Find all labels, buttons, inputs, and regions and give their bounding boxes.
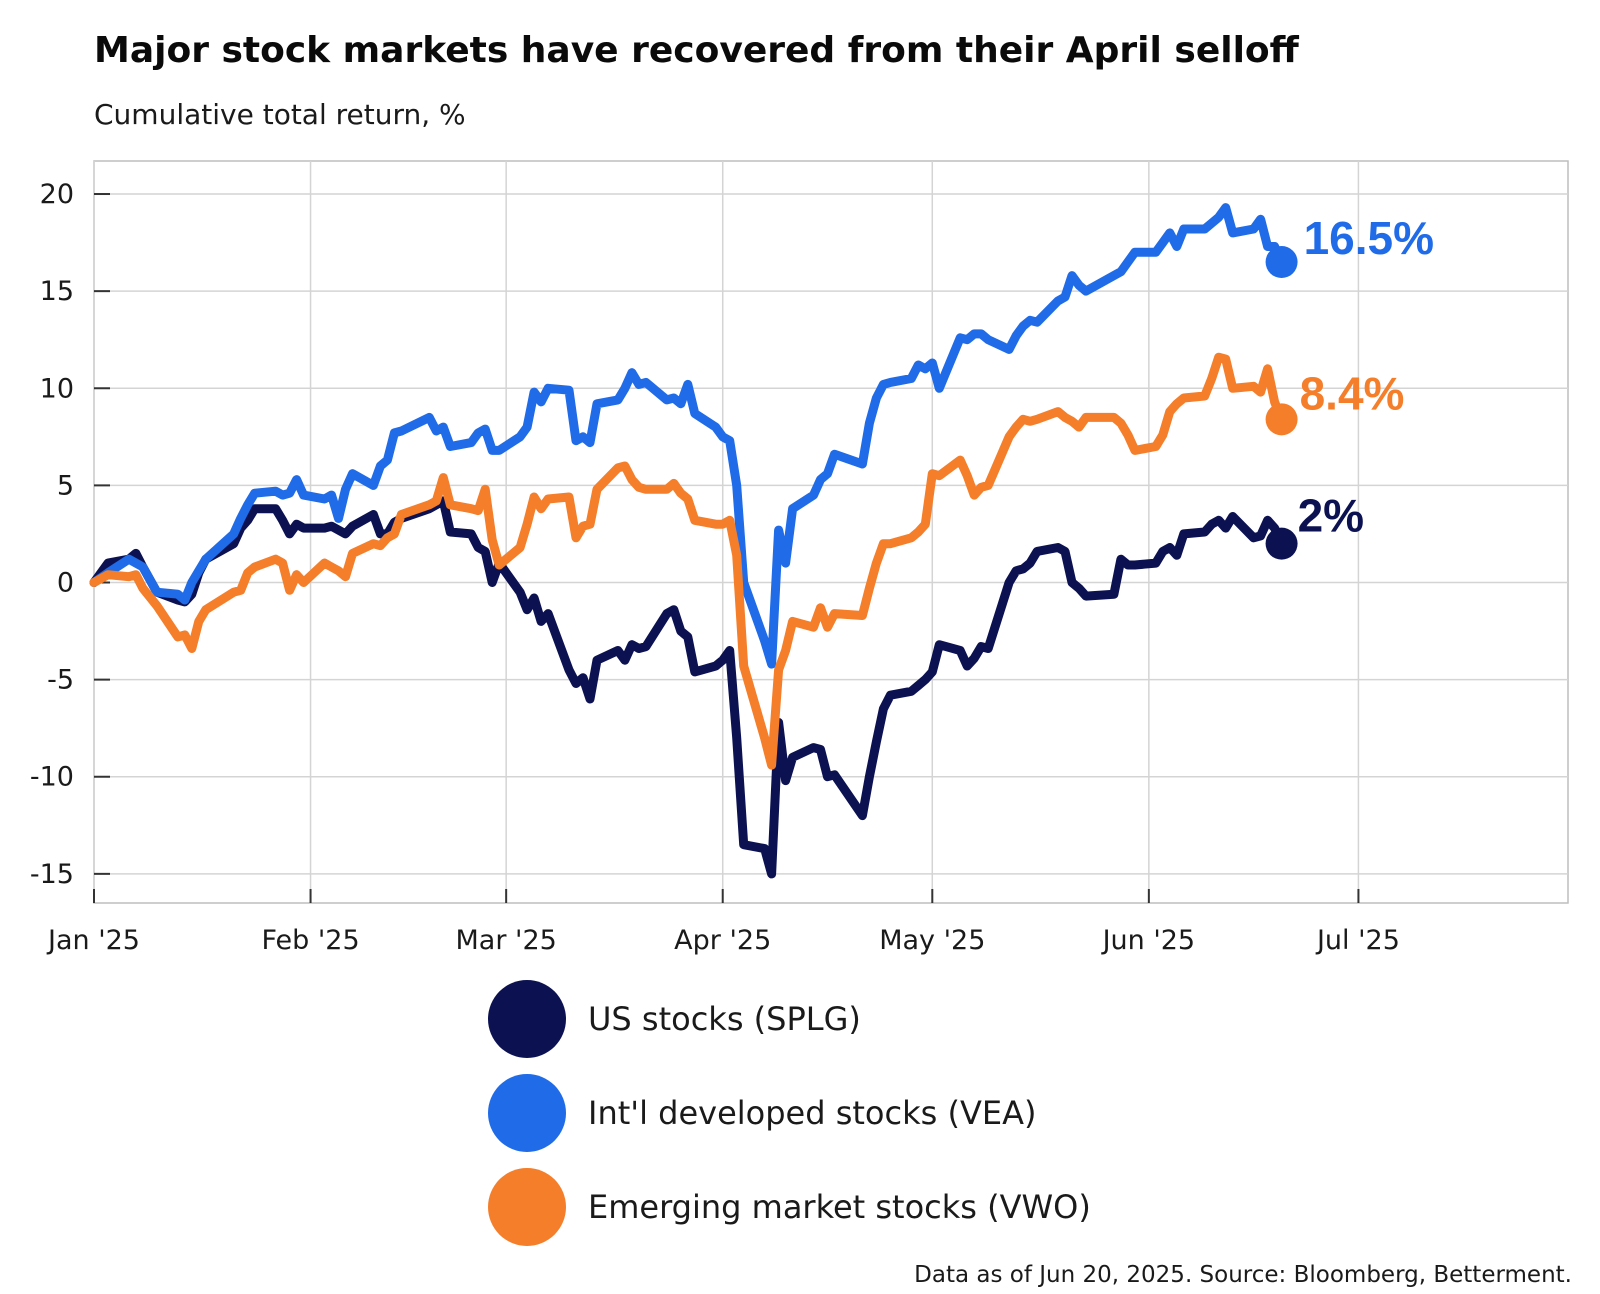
x-tick-label: Jan '25 xyxy=(46,925,140,956)
end-marker-intl-developed xyxy=(1265,246,1298,279)
y-tick-label: 20 xyxy=(40,179,74,210)
legend-swatch-us-stocks xyxy=(488,980,566,1058)
x-tick-label: Jul '25 xyxy=(1315,925,1400,956)
end-label-emerging-markets: 8.4% xyxy=(1300,367,1405,419)
axes: 20 15 10 5 0 -5 -10 -15 Jan '25 Feb '25 Mar '25 Apr… xyxy=(30,179,1400,956)
y-tick-label: 10 xyxy=(40,373,74,404)
series-line-emerging-markets xyxy=(89,352,1287,770)
series-line-us-stocks xyxy=(89,496,1287,879)
x-tick-label: Jun '25 xyxy=(1101,925,1196,956)
y-tick-label: -5 xyxy=(47,665,74,696)
legend: US stocks (SPLG) Int'l developed stocks … xyxy=(488,972,1091,1254)
series-line-intl-developed xyxy=(89,203,1287,669)
y-tick-label: 5 xyxy=(57,470,74,501)
x-tick-label: Mar '25 xyxy=(456,925,557,956)
legend-item-us-stocks: US stocks (SPLG) xyxy=(488,972,1091,1066)
source-note: Data as of Jun 20, 2025. Source: Bloombe… xyxy=(914,1262,1572,1288)
y-tick-label: 15 xyxy=(40,276,74,307)
legend-label-us-stocks: US stocks (SPLG) xyxy=(588,1000,861,1038)
y-tick-label: -10 xyxy=(30,762,74,793)
y-tick-label: -15 xyxy=(30,859,74,890)
end-marker-us-stocks xyxy=(1265,527,1298,560)
chart-title: Major stock markets have recovered from … xyxy=(94,30,1299,71)
series-lines xyxy=(89,203,1298,879)
legend-label-intl-developed: Int'l developed stocks (VEA) xyxy=(588,1094,1037,1132)
legend-swatch-emerging-markets xyxy=(488,1168,566,1246)
x-tick-label: May '25 xyxy=(879,925,985,956)
line-chart: 20 15 10 5 0 -5 -10 -15 Jan '25 Feb '25 Mar '25 Apr… xyxy=(30,160,1569,956)
end-labels: 2% 16.5% 8.4% xyxy=(1298,212,1434,542)
end-label-us-stocks: 2% xyxy=(1298,490,1364,542)
x-tick-label: Apr '25 xyxy=(674,925,771,956)
legend-swatch-intl-developed xyxy=(488,1074,566,1152)
legend-item-emerging-markets: Emerging market stocks (VWO) xyxy=(488,1160,1091,1254)
y-tick-label: 0 xyxy=(57,568,74,599)
end-marker-emerging-markets xyxy=(1265,403,1298,436)
end-label-intl-developed: 16.5% xyxy=(1304,212,1434,264)
x-tick-label: Feb '25 xyxy=(261,925,359,956)
chart-subtitle: Cumulative total return, % xyxy=(94,98,466,131)
legend-item-intl-developed: Int'l developed stocks (VEA) xyxy=(488,1066,1091,1160)
legend-label-emerging-markets: Emerging market stocks (VWO) xyxy=(588,1188,1091,1226)
